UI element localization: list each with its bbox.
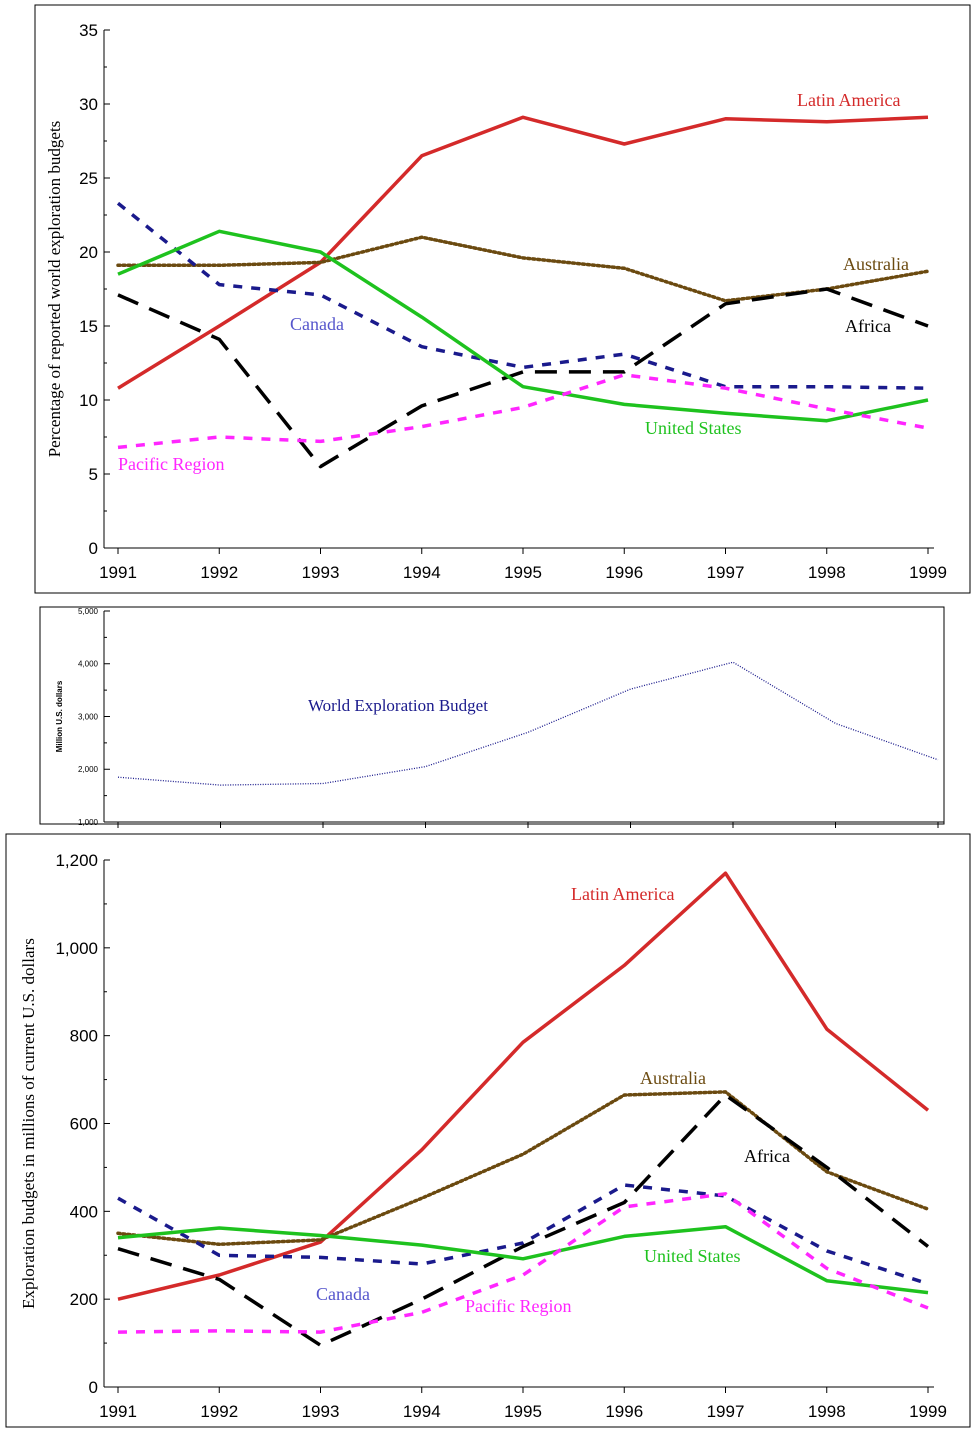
y-tick-label: 5,000 <box>78 607 99 616</box>
regional-budget-chart: 0 200 400 600 800 1,000 1,200 1991 1992 1993 1994 1… <box>19 851 947 1421</box>
series-annotation: United States <box>645 418 742 438</box>
y-tick-label: 1,000 <box>55 939 98 958</box>
series-annotation: Australia <box>640 1068 706 1088</box>
y-tick-label: 30 <box>79 95 98 114</box>
series-line-pacific-region <box>117 373 929 450</box>
y-tick-label: 3,000 <box>78 712 99 721</box>
x-tick-label: 1994 <box>403 563 441 582</box>
series-annotation: Africa <box>845 316 891 336</box>
y-tick-label: 400 <box>70 1202 98 1221</box>
y-tick-label: 35 <box>79 21 98 40</box>
x-tick-label: 1997 <box>707 1402 745 1421</box>
y-tick-label: 4,000 <box>78 660 99 669</box>
y-tick-label: 20 <box>79 243 98 262</box>
y-tick-label: 200 <box>70 1290 98 1309</box>
series-annotation: Pacific Region <box>118 454 224 474</box>
series-annotation: Latin America <box>797 90 900 110</box>
x-tick-label: 1993 <box>302 1402 340 1421</box>
series-line-world-exploration-budget <box>117 661 939 786</box>
y-tick-label: 0 <box>89 539 98 558</box>
series-line-australia <box>116 1090 930 1247</box>
y-tick-label: 2,000 <box>78 765 99 774</box>
y-tick-label: 600 <box>70 1114 98 1133</box>
series-line-united-states <box>117 1224 929 1295</box>
x-tick-label: 1994 <box>403 1402 441 1421</box>
y-tick-label: 1,200 <box>55 851 98 870</box>
bottom-panel-frame <box>5 833 971 1428</box>
x-tick-label: 1991 <box>99 1402 137 1421</box>
series-annotation: Pacific Region <box>465 1296 571 1316</box>
series-line-canada <box>116 201 929 390</box>
x-tick-label: 1996 <box>605 563 643 582</box>
y-axis-label: Exploration budgets in millions of curre… <box>19 938 38 1309</box>
x-tick-label: 1992 <box>200 563 238 582</box>
regional-share-chart: 0 5 10 15 20 25 30 35 1991 1992 1993 1994 1995 1996 19… <box>45 21 947 582</box>
x-tick-label: 1997 <box>707 563 745 582</box>
middle-panel-frame <box>39 606 945 825</box>
y-tick-label: 25 <box>79 169 98 188</box>
y-tick-label: 800 <box>70 1027 98 1046</box>
x-tick-label: 1993 <box>302 563 340 582</box>
y-tick-label: 5 <box>89 465 98 484</box>
series-annotation: United States <box>644 1246 741 1266</box>
series-annotation: Canada <box>316 1284 370 1304</box>
y-tick-label: 15 <box>79 317 98 336</box>
x-tick-label: 1999 <box>909 1402 947 1421</box>
x-tick-label: 1995 <box>504 1402 542 1421</box>
top-panel-frame <box>34 4 971 594</box>
series-annotation: Australia <box>843 254 909 274</box>
x-tick-label: 1998 <box>808 563 846 582</box>
series-line-latin-america <box>117 871 930 1301</box>
x-tick-label: 1992 <box>200 1402 238 1421</box>
series-line-africa <box>117 287 929 469</box>
series-line-canada <box>117 1183 929 1286</box>
series-annotation: Canada <box>290 314 344 334</box>
x-tick-label: 1996 <box>605 1402 643 1421</box>
y-axis-label: Percentage of reported world exploration… <box>45 121 64 458</box>
x-tick-label: 1999 <box>909 563 947 582</box>
world-budget-chart: 1,000 2,000 3,000 4,000 5,000 Million U.S. do… <box>55 607 944 828</box>
series-line-pacific-region <box>117 1192 929 1334</box>
series-annotation: World Exploration Budget <box>308 696 488 715</box>
y-tick-label: 1,000 <box>78 818 99 827</box>
series-annotation: Africa <box>744 1146 790 1166</box>
x-tick-label: 1991 <box>99 563 137 582</box>
series-line-africa <box>117 1093 930 1348</box>
y-tick-label: 0 <box>89 1378 98 1397</box>
y-axis-label: Million U.S. dollars <box>55 680 64 752</box>
x-tick-label: 1998 <box>808 1402 846 1421</box>
y-tick-label: 10 <box>79 391 98 410</box>
x-tick-label: 1995 <box>504 563 542 582</box>
series-line-united-states <box>117 229 929 423</box>
series-annotation: Latin America <box>571 884 674 904</box>
series-line-latin-america <box>117 115 929 390</box>
